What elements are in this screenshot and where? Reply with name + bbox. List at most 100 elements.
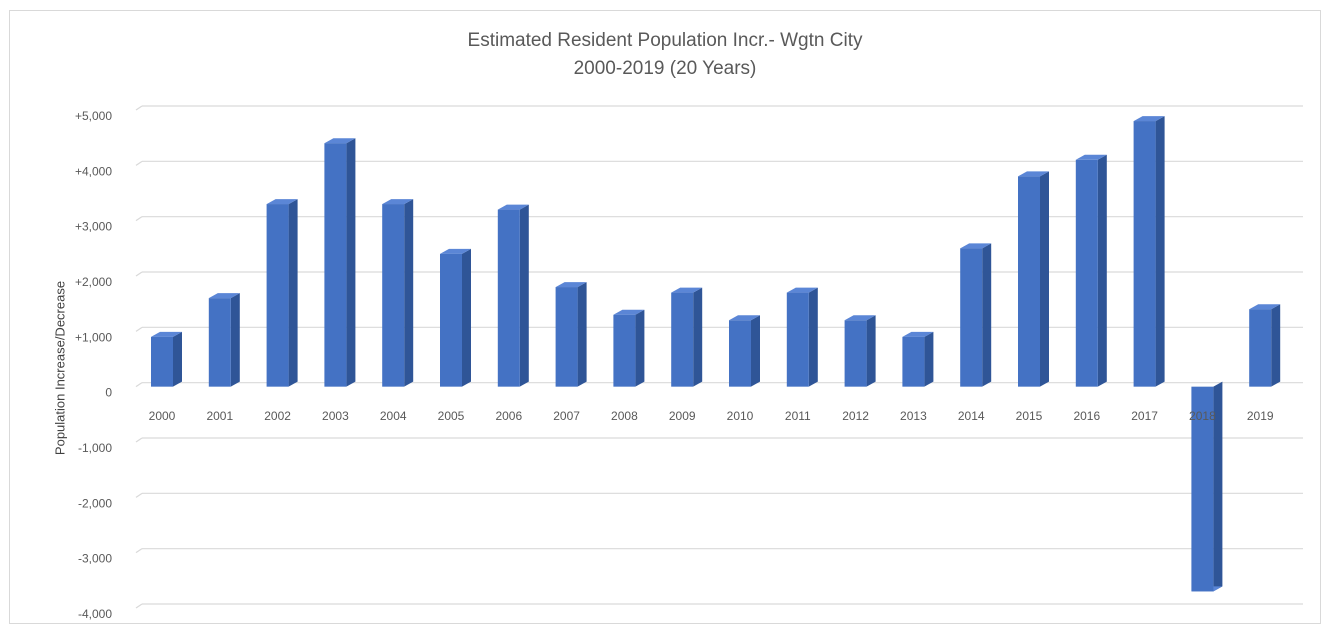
bar-2003 <box>324 138 356 387</box>
gridline-edge <box>135 105 143 111</box>
bar-side <box>173 331 182 387</box>
bar-front <box>729 320 751 387</box>
bar-2004 <box>382 199 414 387</box>
gridline-edge <box>135 160 143 166</box>
bar-2010 <box>729 315 760 387</box>
x-tick-label: 2003 <box>322 409 349 423</box>
bar-side <box>751 315 760 387</box>
bar-front <box>613 314 636 387</box>
bar-front <box>960 248 983 387</box>
bar-top <box>786 287 818 293</box>
y-tick-label: +3,000 <box>75 220 112 234</box>
bar-top <box>151 331 182 337</box>
bar-2011 <box>786 287 818 387</box>
bar-side <box>1097 154 1107 387</box>
bar-front <box>324 143 347 387</box>
bar-front <box>1191 386 1214 592</box>
y-tick-label: -3,000 <box>78 552 112 566</box>
bar-top <box>902 331 934 337</box>
bar-top <box>613 309 645 315</box>
bar-top <box>729 315 760 321</box>
bar-2017 <box>1133 116 1165 387</box>
bar-top <box>1075 154 1107 160</box>
y-tick-label: +1,000 <box>75 330 112 344</box>
x-tick-label: 2014 <box>958 409 985 423</box>
x-tick-label: 2007 <box>553 409 580 423</box>
x-tick-label: 2012 <box>842 409 869 423</box>
x-tick-label: 2010 <box>727 409 754 423</box>
bar-front <box>1075 159 1098 387</box>
bar-top <box>960 243 992 249</box>
gridline-edge <box>135 382 143 388</box>
bar-top <box>440 248 471 254</box>
bar-side <box>635 309 645 387</box>
bar-2009 <box>671 287 703 387</box>
y-tick-label: -1,000 <box>78 441 112 455</box>
x-tick-label: 2001 <box>206 409 233 423</box>
gridline-edge <box>135 548 143 554</box>
bar-front <box>208 298 231 387</box>
bar-front <box>902 336 925 387</box>
x-tick-label: 2002 <box>264 409 291 423</box>
gridline-edge <box>135 603 143 609</box>
x-tick-label: 2000 <box>149 409 176 423</box>
x-tick-label: 2018 <box>1189 409 1216 423</box>
bar-side <box>866 315 876 387</box>
bar-front <box>497 209 520 387</box>
bar-side <box>1155 116 1165 387</box>
x-tick-label: 2017 <box>1131 409 1158 423</box>
bar-front <box>1249 309 1272 387</box>
bar-top <box>266 199 298 205</box>
bar-2012 <box>844 315 876 387</box>
bar-top <box>1018 171 1049 177</box>
y-tick-label: +5,000 <box>75 109 112 123</box>
bar-front <box>844 320 867 387</box>
chart-subtitle: 2000-2019 (20 Years) <box>573 58 757 79</box>
bar-front <box>266 204 289 387</box>
bar-side <box>924 331 934 387</box>
bar-2008 <box>613 309 645 387</box>
x-tick-label: 2008 <box>611 409 638 423</box>
x-tick-label: 2011 <box>785 409 811 423</box>
gridline-edge <box>135 492 143 498</box>
bar-top <box>1133 116 1165 122</box>
bar-side <box>404 199 414 387</box>
bar-front <box>786 292 809 387</box>
bar-side <box>693 287 703 387</box>
bar-front <box>671 292 694 387</box>
x-tick-label: 2013 <box>900 409 927 423</box>
bar-2000 <box>151 331 182 387</box>
y-tick-label: 0 <box>105 386 112 400</box>
bar-side <box>346 138 356 387</box>
x-tick-label: 2019 <box>1247 409 1274 423</box>
y-tick-label: -4,000 <box>78 607 112 621</box>
bar-front <box>151 336 173 387</box>
chart-title: Estimated Resident Population Incr.- Wgt… <box>467 30 863 51</box>
bar-2001 <box>208 293 240 387</box>
bar-front <box>1133 121 1156 387</box>
gridline-edge <box>135 437 143 443</box>
bar-top <box>324 138 356 144</box>
y-tick-label: +4,000 <box>75 164 112 178</box>
bar-side <box>1040 171 1049 387</box>
bar-2002 <box>266 199 298 387</box>
x-tick-label: 2005 <box>438 409 465 423</box>
bar-top <box>555 282 587 288</box>
x-tick-label: 2004 <box>380 409 407 423</box>
bar-side <box>519 204 529 387</box>
gridline-edge <box>135 271 143 277</box>
bar-2013 <box>902 331 934 387</box>
bar-front <box>382 204 405 387</box>
bar-side <box>1213 381 1223 592</box>
bar-top <box>382 199 414 205</box>
bar-top <box>844 315 876 321</box>
bar-side <box>808 287 818 387</box>
bar-2018 <box>1191 381 1223 592</box>
x-tick-label: 2009 <box>669 409 696 423</box>
chart-frame <box>9 10 1321 624</box>
bar-2014 <box>960 243 992 387</box>
bar-side <box>982 243 992 387</box>
bar-front <box>440 253 462 387</box>
